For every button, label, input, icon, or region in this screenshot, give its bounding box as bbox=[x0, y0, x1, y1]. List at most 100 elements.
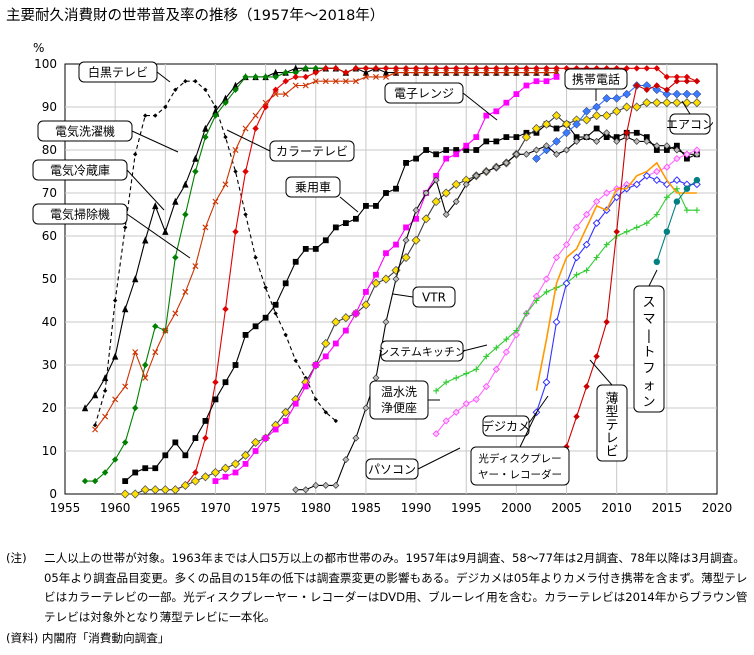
point bbox=[453, 65, 460, 72]
point bbox=[232, 147, 239, 153]
point bbox=[282, 69, 289, 76]
x-tick-label: 2015 bbox=[652, 501, 683, 515]
point bbox=[230, 459, 241, 469]
y-tick-label: 70 bbox=[42, 186, 57, 200]
point bbox=[693, 146, 701, 154]
point bbox=[452, 198, 460, 206]
point bbox=[202, 418, 209, 424]
point bbox=[132, 349, 139, 356]
point bbox=[142, 374, 149, 381]
callout-label: カラーテレビ bbox=[276, 145, 348, 159]
callout-box bbox=[412, 286, 456, 308]
point bbox=[111, 456, 119, 463]
point bbox=[413, 215, 419, 222]
point bbox=[543, 69, 550, 76]
point bbox=[272, 73, 279, 81]
point bbox=[352, 434, 360, 442]
point bbox=[111, 352, 119, 360]
point bbox=[372, 65, 380, 72]
callout-leader bbox=[462, 92, 498, 121]
x-tick-label: 2000 bbox=[501, 501, 532, 515]
point bbox=[213, 104, 218, 110]
point bbox=[120, 489, 130, 499]
series-10 bbox=[432, 146, 701, 438]
point bbox=[130, 489, 140, 499]
callout-leader bbox=[339, 196, 359, 213]
point bbox=[643, 134, 650, 140]
point bbox=[121, 439, 129, 446]
point bbox=[152, 349, 159, 356]
point bbox=[242, 461, 249, 467]
point bbox=[543, 78, 550, 85]
point bbox=[551, 111, 562, 121]
point bbox=[282, 280, 289, 287]
point bbox=[332, 481, 340, 489]
point bbox=[142, 465, 149, 472]
point bbox=[413, 69, 420, 76]
point bbox=[202, 133, 209, 141]
point bbox=[352, 78, 359, 85]
point bbox=[443, 379, 450, 386]
callout-box bbox=[365, 458, 419, 480]
point bbox=[463, 65, 470, 72]
callout-leader bbox=[681, 100, 691, 115]
point bbox=[232, 469, 239, 476]
callout-box bbox=[596, 384, 628, 462]
point bbox=[472, 395, 480, 403]
point bbox=[433, 172, 440, 179]
point bbox=[451, 179, 461, 189]
callout-box bbox=[32, 159, 128, 181]
callout-leader bbox=[519, 411, 538, 448]
chart-axes: 0 10 20 30 40 50 60 70 80 90 100 1955 1960 1965 1970 19… bbox=[33, 41, 732, 515]
callout-label-char: ト bbox=[642, 345, 655, 360]
point bbox=[643, 137, 651, 145]
point bbox=[212, 379, 219, 386]
point bbox=[302, 65, 309, 72]
point bbox=[212, 396, 219, 403]
point bbox=[663, 86, 671, 93]
series-5 bbox=[122, 121, 700, 484]
point bbox=[642, 98, 652, 108]
point bbox=[200, 472, 210, 482]
point bbox=[502, 348, 510, 356]
point bbox=[582, 106, 591, 116]
point bbox=[602, 94, 612, 103]
series-3 bbox=[92, 69, 560, 433]
point bbox=[222, 305, 229, 313]
point bbox=[593, 353, 600, 360]
point bbox=[441, 188, 451, 198]
point bbox=[302, 82, 309, 89]
y-tick-label: 80 bbox=[42, 143, 57, 157]
callout-label: 携帯電話 bbox=[572, 72, 620, 87]
callout-leader bbox=[226, 129, 271, 152]
point bbox=[592, 102, 601, 112]
point bbox=[142, 236, 149, 244]
point bbox=[222, 99, 229, 106]
point bbox=[403, 224, 409, 231]
point bbox=[92, 423, 98, 428]
x-tick-label: 1965 bbox=[150, 501, 181, 515]
point bbox=[562, 128, 571, 138]
point bbox=[411, 235, 421, 245]
series-layer bbox=[81, 64, 702, 499]
point bbox=[443, 69, 450, 76]
point bbox=[573, 137, 581, 145]
point bbox=[423, 147, 430, 153]
point bbox=[242, 332, 249, 338]
x-tick-label: 1955 bbox=[50, 501, 81, 515]
point bbox=[232, 362, 239, 368]
point bbox=[292, 400, 299, 407]
point bbox=[132, 275, 139, 283]
point bbox=[422, 65, 430, 72]
point bbox=[692, 98, 702, 108]
point bbox=[692, 89, 702, 99]
point bbox=[662, 98, 672, 108]
point bbox=[473, 69, 480, 76]
point bbox=[683, 150, 691, 158]
point bbox=[573, 271, 580, 278]
point bbox=[683, 78, 691, 85]
point bbox=[222, 379, 229, 386]
point bbox=[552, 137, 561, 146]
point bbox=[332, 78, 339, 85]
